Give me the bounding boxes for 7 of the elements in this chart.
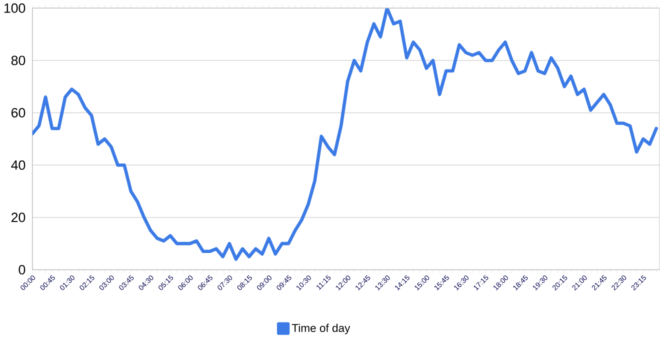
y-tick-label: 40 [11,160,26,170]
legend-label: Time of day [292,324,350,334]
y-tick-label: 80 [11,56,26,66]
y-tick-label: 20 [12,212,26,222]
y-tick-label: 60 [12,108,26,118]
y-tick-label: 100 [4,4,26,14]
y-tick-label: 0 [18,265,26,275]
